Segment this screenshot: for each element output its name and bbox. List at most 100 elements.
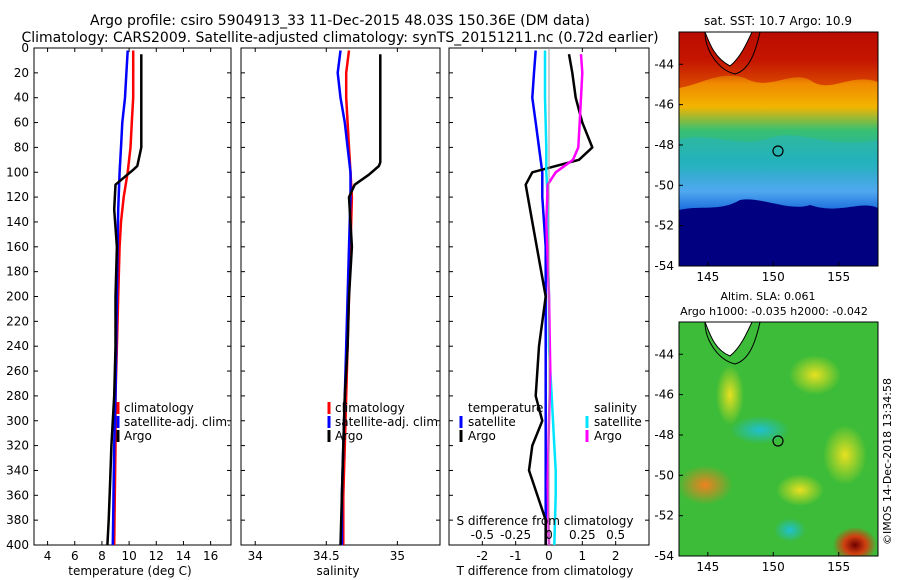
sla-anomaly [716,365,744,425]
figure-title-line1: Argo profile: csiro 5904913_33 11-Dec-20… [90,13,590,29]
sla-map-frame [678,321,879,557]
x-tick-label: 2 [612,549,620,563]
depth-tick-label: 360 [6,488,29,502]
depth-tick-label: 140 [6,215,29,229]
legend-s-argo-label: Argo [594,429,622,443]
sla-anomaly [730,416,790,444]
salinity-legend: climatology satellite-adj. clim. Argo [327,401,442,443]
tasmania-land [704,322,753,357]
depth-tick-label: 280 [6,389,29,403]
x-tick-label: 4 [44,549,52,563]
legend-satellite-label: satellite-adj. clim. [124,415,231,429]
salinity-panel [240,47,441,546]
depth-tick-label: 60 [14,116,29,130]
sst-map [679,32,878,266]
satellite-adj-clim--line [111,50,129,546]
legend-salinity-header: salinity [594,401,637,415]
legend-temperature-header: temperature [468,401,543,415]
map-lon-label: 155 [827,560,850,574]
map-lat-label: -54 [654,259,674,273]
salinity-axis-label: salinity [316,564,359,578]
depth-tick-label: 320 [6,439,29,453]
s-difference-axis-label: S difference from climatology [457,514,634,528]
sst-map-axes: 145 150 155 -44 -46 -48 -50 -52 -54 [654,57,850,284]
sla-anomaly [789,355,841,395]
map-lat-label: -52 [654,219,674,233]
map-lat-label: -44 [654,347,674,361]
map-lat-label: -52 [654,509,674,523]
map-lat-label: -50 [654,468,674,482]
coast-contour [704,322,761,365]
t-difference-axis-label: T difference from climatology [456,564,634,578]
sst-map-frame [678,31,879,267]
legend-t-satellite-label: satellite [468,415,516,429]
legend-climatology-label: climatology [335,401,405,415]
argo-location-marker [772,145,784,157]
x-tick-label: 34.5 [313,549,340,563]
legend-satellite-label: satellite-adj. clim. [335,415,442,429]
sst-cold-water [679,199,878,266]
sla-map [679,322,878,556]
x-tick-label: 34 [248,549,263,563]
depth-tick-label: 160 [6,240,29,254]
s-difference-xtick-labels: -0.5 -0.25 0 0.25 0.5 [471,528,626,542]
argo-line [106,54,143,546]
x-tick-label: 1 [579,549,587,563]
sla-anomaly [823,425,867,485]
s-diff-tick-label: 0.5 [606,528,625,542]
map-lon-label: 150 [762,560,785,574]
sla-map-title-line2: Argo h1000: -0.035 h2000: -0.042 [680,305,868,318]
argo-line [339,54,382,546]
sla-map-axes: 145 150 155 -44 -46 -48 -50 -52 -54 [654,347,850,574]
t-satellite-line [531,50,547,545]
temperature-legend: climatology satellite-adj. clim. Argo [116,401,231,443]
x-tick-label: -1 [510,549,522,563]
map-lat-label: -48 [654,138,674,152]
depth-tick-label: 40 [14,91,29,105]
map-lat-label: -46 [654,388,674,402]
x-tick-label: 8 [98,549,106,563]
map-lon-label: 150 [762,270,785,284]
map-lon-label: 145 [696,270,719,284]
depth-tick-label: 380 [6,513,29,527]
map-lat-label: -48 [654,428,674,442]
difference-series [524,50,594,546]
s-diff-tick-label: -0.5 [471,528,494,542]
depth-tick-label: 400 [6,538,29,552]
axis-ticks [34,47,649,546]
depth-tick-label: 100 [6,165,29,179]
sst-cool-band [679,135,878,170]
depth-tick-label: 180 [6,265,29,279]
legend-s-satellite-label: satellite [594,415,642,429]
coast-contour [704,32,761,75]
depth-tick-label: 80 [14,140,29,154]
s-diff-tick-label: -0.25 [500,528,531,542]
x-tick-label: 6 [71,549,79,563]
argo-location-marker [772,435,784,447]
map-lat-label: -50 [654,178,674,192]
depth-tick-label: 120 [6,190,29,204]
sla-map-title-line1: Altim. SLA: 0.061 [720,290,815,303]
depth-tick-label: 220 [6,314,29,328]
depth-tick-label: 0 [21,41,29,55]
legend-climatology-label: climatology [124,401,194,415]
tasmania-land [704,32,753,67]
salinity-xtick-labels: 34 34.5 35 [248,549,405,563]
legend-t-argo-label: Argo [468,429,496,443]
s-diff-tick-label: 0 [545,528,553,542]
temperature-axis-label: temperature (deg C) [68,564,191,578]
depth-tick-label: 20 [14,66,29,80]
depth-tick-label: 260 [6,364,29,378]
legend-argo-label: Argo [335,429,363,443]
map-lat-label: -46 [654,98,674,112]
depth-tick-label: 200 [6,290,29,304]
figure-title-line2: Climatology: CARS2009. Satellite-adjuste… [21,30,658,46]
x-tick-label: 35 [390,549,405,563]
depth-tick-label: 240 [6,339,29,353]
temperature-series [106,50,143,546]
sla-anomaly [774,518,806,542]
sla-anomaly [833,527,877,556]
s-argo-line [545,54,584,546]
map-lon-label: 155 [827,270,850,284]
